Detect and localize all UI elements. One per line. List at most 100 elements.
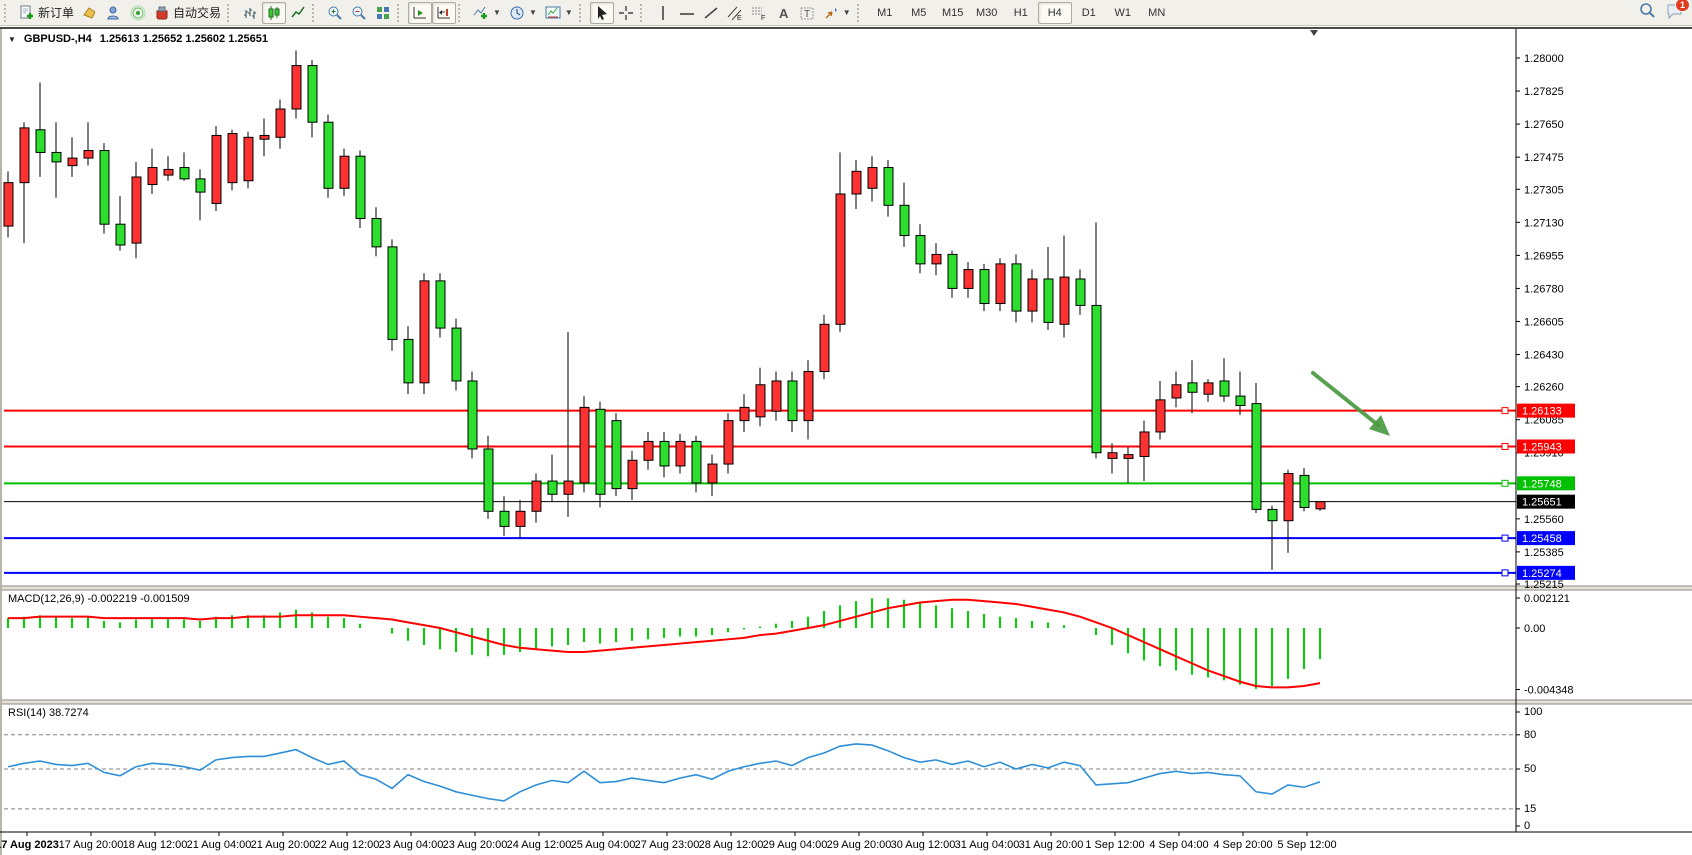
svg-text:1.27305: 1.27305 bbox=[1524, 184, 1564, 196]
toolbar-grip[interactable] bbox=[856, 3, 864, 22]
toolbar-grip[interactable] bbox=[4, 3, 11, 22]
text-label-tool-button[interactable]: T bbox=[795, 2, 819, 24]
macd-indicator-label: MACD(12,26,9) -0.002219 -0.001509 bbox=[8, 593, 190, 605]
zoom-out-icon bbox=[351, 5, 367, 21]
auto-scroll-button[interactable] bbox=[408, 1, 433, 24]
chevron-down-icon[interactable]: ▼ bbox=[8, 34, 16, 44]
svg-text:T: T bbox=[804, 9, 810, 20]
svg-text:1.25651: 1.25651 bbox=[1522, 497, 1562, 509]
fibonacci-tool-button[interactable]: F bbox=[747, 2, 771, 24]
svg-text:18 Aug 12:00: 18 Aug 12:00 bbox=[123, 839, 188, 851]
symbol-period-label: GBPUSD-,H4 bbox=[23, 33, 92, 45]
rsi-panel bbox=[4, 734, 1516, 810]
fibonacci-icon: F bbox=[751, 5, 767, 21]
equidistant-channel-icon: E bbox=[727, 5, 743, 21]
svg-text:1.25748: 1.25748 bbox=[1522, 478, 1562, 490]
toolbar-grip[interactable] bbox=[227, 3, 234, 22]
cursor-icon bbox=[594, 5, 610, 21]
new-order-button[interactable]: 新订单 bbox=[15, 2, 78, 24]
timeframe-mn-button[interactable]: MN bbox=[1148, 6, 1166, 19]
indicators-button[interactable]: ▼ bbox=[469, 2, 505, 24]
svg-text:F: F bbox=[761, 15, 765, 21]
ohlc-values-label: 1.25613 1.25652 1.25602 1.25651 bbox=[99, 33, 268, 45]
trendline-tool-button[interactable] bbox=[699, 2, 723, 24]
svg-text:15: 15 bbox=[1524, 803, 1536, 815]
timeframe-m15-button[interactable]: M15 bbox=[942, 6, 964, 19]
timeframe-m1-button[interactable]: M1 bbox=[877, 6, 893, 19]
tile-windows-button[interactable] bbox=[371, 2, 395, 24]
text-tool-icon: A bbox=[775, 5, 791, 21]
horizontal-line-tool-button[interactable] bbox=[675, 2, 699, 24]
community-icon bbox=[106, 5, 122, 21]
toolbox-button[interactable] bbox=[78, 2, 102, 24]
chart-canvas[interactable]: 1.28000 1.27825 1.27650 1.27475 1.27305 1.271… bbox=[0, 27, 1692, 855]
trend-arrow-annotation bbox=[1311, 371, 1390, 436]
cursor-button[interactable] bbox=[589, 1, 614, 24]
bar-chart-icon bbox=[242, 5, 258, 21]
timeframe-d1-button[interactable]: D1 bbox=[1081, 6, 1096, 19]
search-icon[interactable] bbox=[1639, 2, 1656, 24]
svg-text:1.25215: 1.25215 bbox=[1524, 579, 1564, 591]
timeframe-m30-button[interactable]: M30 bbox=[976, 6, 998, 19]
svg-text:1.26780: 1.26780 bbox=[1524, 283, 1564, 295]
svg-text:1.27650: 1.27650 bbox=[1524, 119, 1564, 131]
svg-text:0.00: 0.00 bbox=[1524, 623, 1545, 635]
timeframe-w1-button[interactable]: W1 bbox=[1114, 6, 1131, 19]
svg-text:27 Aug 23:00: 27 Aug 23:00 bbox=[635, 839, 700, 851]
zoom-in-button[interactable] bbox=[323, 2, 347, 24]
svg-text:29 Aug 04:00: 29 Aug 04:00 bbox=[763, 839, 828, 851]
candles bbox=[3, 50, 1326, 570]
periods-button[interactable]: ▼ bbox=[505, 2, 541, 24]
svg-text:23 Aug 04:00: 23 Aug 04:00 bbox=[379, 839, 444, 851]
svg-text:22 Aug 12:00: 22 Aug 12:00 bbox=[315, 839, 380, 851]
chart-shift-button[interactable] bbox=[432, 1, 457, 24]
timeframe-m5-button[interactable]: M5 bbox=[911, 6, 927, 19]
equidistant-channel-tool-button[interactable]: E bbox=[723, 2, 747, 24]
svg-text:1.26085: 1.26085 bbox=[1524, 415, 1564, 427]
svg-text:1.25458: 1.25458 bbox=[1522, 533, 1562, 545]
templates-button[interactable]: ▼ bbox=[541, 2, 577, 24]
toolbar-grip[interactable] bbox=[397, 3, 404, 22]
svg-text:17 Aug 2023: 17 Aug 2023 bbox=[0, 839, 59, 851]
text-tool-button[interactable]: A bbox=[771, 2, 795, 24]
arrows-tool-button[interactable]: ▼ bbox=[819, 2, 855, 24]
vertical-line-icon bbox=[655, 5, 671, 21]
svg-text:1.26605: 1.26605 bbox=[1524, 316, 1564, 328]
svg-text:1.27825: 1.27825 bbox=[1524, 86, 1564, 98]
svg-text:29 Aug 20:00: 29 Aug 20:00 bbox=[827, 839, 892, 851]
svg-text:80: 80 bbox=[1524, 729, 1536, 741]
zoom-out-button[interactable] bbox=[347, 2, 371, 24]
toolbar-grip[interactable] bbox=[312, 3, 319, 22]
community-button[interactable] bbox=[102, 2, 126, 24]
toolbar-grip[interactable] bbox=[458, 3, 465, 22]
svg-text:1.25943: 1.25943 bbox=[1522, 442, 1562, 454]
crosshair-button[interactable] bbox=[614, 2, 638, 24]
svg-text:4 Sep 04:00: 4 Sep 04:00 bbox=[1149, 839, 1208, 851]
line-chart-button[interactable] bbox=[286, 2, 310, 24]
vertical-line-tool-button[interactable] bbox=[651, 2, 675, 24]
bar-chart-button[interactable] bbox=[238, 2, 262, 24]
chat-notifications-button[interactable]: 1 bbox=[1666, 0, 1690, 24]
signals-button[interactable] bbox=[126, 2, 150, 24]
toolbar-grip[interactable] bbox=[578, 3, 586, 22]
timeframe-h1-button[interactable]: H1 bbox=[1013, 6, 1028, 19]
svg-text:30 Aug 12:00: 30 Aug 12:00 bbox=[891, 839, 956, 851]
svg-text:1.25385: 1.25385 bbox=[1524, 547, 1564, 559]
chevron-down-icon: ▼ bbox=[493, 8, 501, 17]
toolbox-icon bbox=[82, 5, 98, 21]
timeframe-h4-button[interactable]: H4 bbox=[1037, 1, 1072, 24]
chevron-down-icon: ▼ bbox=[528, 8, 537, 17]
rsi-indicator-label: RSI(14) 38.7274 bbox=[8, 707, 89, 719]
svg-text:1.25274: 1.25274 bbox=[1522, 568, 1562, 580]
chart-title[interactable]: ▼ GBPUSD-,H4 1.25613 1.25652 1.25602 1.2… bbox=[8, 33, 268, 45]
svg-text:1.25560: 1.25560 bbox=[1524, 514, 1564, 526]
horizontal-line-icon bbox=[679, 5, 695, 21]
autotrading-button[interactable]: 自动交易 bbox=[150, 2, 225, 24]
notification-badge: 1 bbox=[1674, 0, 1690, 12]
text-label-icon: T bbox=[799, 5, 815, 21]
svg-text:25 Aug 04:00: 25 Aug 04:00 bbox=[571, 839, 636, 851]
toolbar-grip[interactable] bbox=[639, 3, 647, 22]
chart-shift-marker bbox=[1310, 30, 1318, 36]
candlestick-chart-button[interactable] bbox=[262, 1, 287, 24]
